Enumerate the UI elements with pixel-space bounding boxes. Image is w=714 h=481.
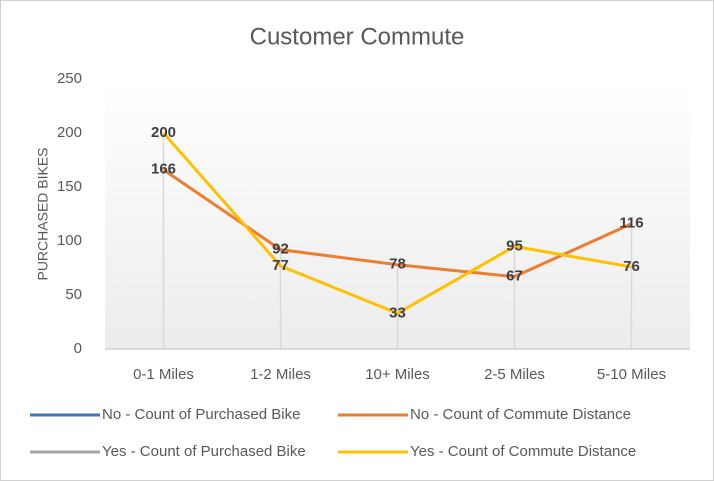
y-tick-label: 200 — [57, 124, 82, 141]
data-label: 77 — [272, 257, 289, 274]
data-label: 95 — [506, 237, 523, 254]
x-tick-label: 5-10 Miles — [597, 366, 666, 383]
y-tick-label: 50 — [65, 286, 82, 303]
x-tick-label: 0-1 Miles — [133, 366, 194, 383]
data-label: 76 — [623, 258, 640, 275]
data-label: 116 — [619, 215, 643, 232]
y-tick-label: 0 — [74, 340, 82, 357]
y-tick-label: 150 — [57, 178, 82, 195]
legend-label: Yes - Count of Purchased Bike — [102, 443, 306, 460]
data-label: 78 — [389, 256, 406, 273]
data-label: 33 — [389, 304, 406, 321]
chart-title: Customer Commute — [250, 23, 465, 50]
data-label: 92 — [272, 241, 289, 258]
series-line — [162, 132, 632, 315]
x-tick-label: 2-5 Miles — [484, 366, 545, 383]
x-tick-label: 1-2 Miles — [250, 366, 311, 383]
data-label: 200 — [151, 124, 176, 141]
data-label: 67 — [506, 268, 523, 285]
legend-label: No - Count of Commute Distance — [410, 406, 631, 423]
legend-label: Yes - Count of Commute Distance — [410, 443, 636, 460]
legend-label: No - Count of Purchased Bike — [102, 406, 300, 423]
data-label: 166 — [151, 161, 176, 178]
x-tick-label: 10+ Miles — [365, 366, 430, 383]
y-tick-label: 250 — [57, 70, 82, 87]
y-tick-label: 100 — [57, 232, 82, 249]
y-axis-label: PURCHASED BIKES — [35, 147, 51, 280]
